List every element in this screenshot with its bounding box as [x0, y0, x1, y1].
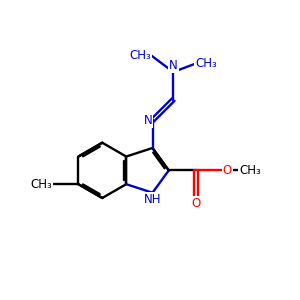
Text: CH₃: CH₃	[239, 164, 261, 177]
Text: N: N	[169, 59, 178, 72]
Text: N: N	[144, 114, 152, 127]
Text: O: O	[223, 164, 232, 177]
Text: NH: NH	[144, 193, 161, 206]
Text: O: O	[192, 196, 201, 210]
Text: CH₃: CH₃	[195, 57, 217, 70]
Text: CH₃: CH₃	[30, 178, 52, 191]
Text: CH₃: CH₃	[129, 49, 151, 62]
